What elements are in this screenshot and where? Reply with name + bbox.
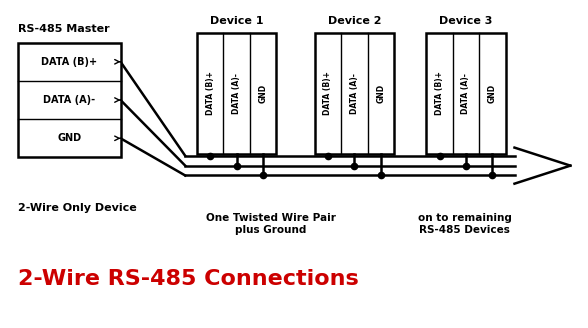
Text: DATA (A)-: DATA (A)- — [350, 73, 359, 114]
Text: DATA (A)-: DATA (A)- — [43, 95, 95, 105]
Text: GND: GND — [57, 133, 81, 143]
Text: 2-Wire RS-485 Connections: 2-Wire RS-485 Connections — [18, 269, 359, 289]
Text: DATA (B)+: DATA (B)+ — [435, 72, 444, 115]
Text: One Twisted Wire Pair
plus Ground: One Twisted Wire Pair plus Ground — [206, 213, 335, 235]
Text: DATA (B)+: DATA (B)+ — [206, 72, 215, 115]
Bar — [426, 33, 506, 154]
Bar — [18, 43, 121, 157]
Text: 2-Wire Only Device: 2-Wire Only Device — [18, 203, 136, 213]
Text: Device 2: Device 2 — [328, 16, 381, 26]
Text: GND: GND — [376, 84, 385, 103]
Text: DATA (A)-: DATA (A)- — [232, 73, 241, 114]
Text: DATA (B)+: DATA (B)+ — [323, 72, 332, 115]
Text: RS-485 Master: RS-485 Master — [18, 25, 109, 34]
Text: GND: GND — [488, 84, 497, 103]
Text: DATA (A)-: DATA (A)- — [462, 73, 470, 114]
Text: GND: GND — [259, 84, 268, 103]
Text: DATA (B)+: DATA (B)+ — [41, 57, 97, 67]
Bar — [315, 33, 394, 154]
Text: Device 1: Device 1 — [210, 16, 263, 26]
Text: on to remaining
RS-485 Devices: on to remaining RS-485 Devices — [417, 213, 512, 235]
Bar — [197, 33, 276, 154]
Text: Device 3: Device 3 — [439, 16, 493, 26]
